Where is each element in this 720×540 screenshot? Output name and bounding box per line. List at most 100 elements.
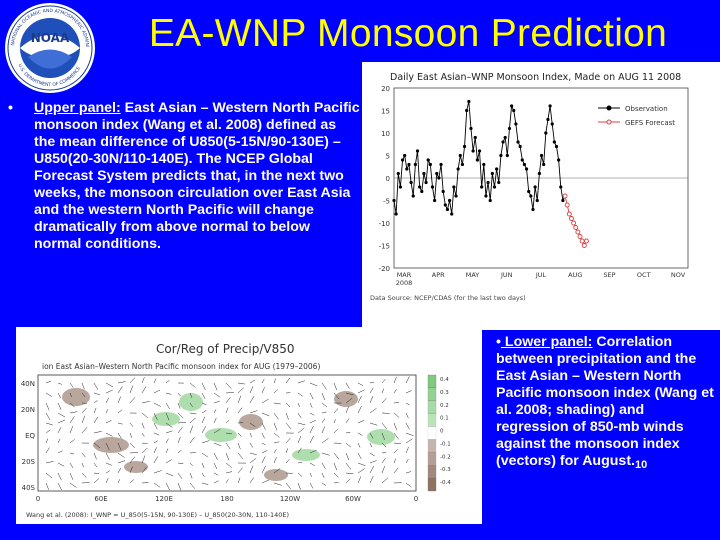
wind-vector [345, 431, 351, 434]
wind-vector [381, 388, 384, 394]
wind-vector [117, 381, 126, 384]
wind-vector [261, 378, 265, 384]
observation-point [490, 171, 494, 176]
wind-vector [141, 377, 145, 384]
wind-vector [309, 435, 314, 444]
x-tick-label: NOV [671, 271, 686, 279]
wind-vector [249, 422, 256, 427]
legend-label: GEFS Forecast [625, 119, 675, 127]
wind-vector [345, 472, 354, 475]
wind-vector [405, 390, 412, 394]
wind-vector [117, 452, 125, 458]
wind-vector [225, 462, 232, 468]
wind-vector [393, 449, 398, 454]
wind-vector [129, 377, 136, 384]
observation-point [441, 189, 445, 194]
wind-vector [249, 442, 254, 448]
wind-vector [81, 382, 85, 390]
wind-vector [105, 452, 110, 460]
wind-vector [297, 461, 303, 464]
lower-panel-body: Correlation between precipitation and th… [496, 334, 714, 469]
wind-vector [141, 422, 145, 429]
wind-vector [45, 472, 53, 479]
wind-vector [393, 432, 399, 440]
wind-vector [369, 432, 374, 439]
wind-vector [345, 418, 350, 424]
wind-vector [357, 432, 363, 436]
map-lon-label: 0 [414, 495, 418, 503]
map-lat-label: 40S [22, 484, 36, 492]
colorbar-label: -0.1 [440, 441, 451, 447]
upper-panel-body: East Asian – Western North Pacific monso… [34, 100, 360, 252]
observation-point [422, 171, 426, 176]
colorbar-cell [427, 465, 437, 479]
positive-shading [367, 429, 395, 445]
observation-point [542, 162, 546, 167]
negative-shading [124, 461, 148, 473]
wind-vector [189, 437, 195, 444]
x-tick-label: JUN [500, 271, 513, 279]
wind-vector [249, 410, 258, 414]
observation-point [426, 158, 430, 162]
wind-vector [249, 477, 255, 484]
wind-vector [165, 482, 170, 491]
forecast-point [579, 238, 585, 244]
wind-vector [129, 422, 134, 427]
wind-vector [321, 418, 326, 424]
wind-vector [201, 402, 207, 406]
wind-vector [321, 452, 330, 456]
wind-vector [213, 452, 218, 460]
wind-vector [129, 452, 138, 454]
y-tick-label: -5 [383, 198, 390, 206]
wind-vector [81, 392, 86, 398]
wind-vector [117, 422, 123, 425]
observation-point [486, 180, 490, 185]
wind-vector [273, 457, 277, 464]
wind-vector [69, 411, 78, 414]
wind-vector [225, 407, 229, 414]
wind-vector [201, 452, 208, 458]
wind-vector [273, 412, 279, 420]
wind-vector [237, 452, 244, 460]
wind-vector [177, 426, 183, 434]
wind-vector [261, 412, 270, 417]
wind-vector [153, 412, 158, 421]
wind-vector [213, 417, 217, 424]
wind-vector [141, 442, 148, 445]
wind-vector [165, 459, 172, 464]
observation-point [518, 144, 522, 149]
wind-vector [285, 422, 292, 430]
observation-point [552, 140, 556, 144]
wind-vector [93, 478, 100, 484]
observation-point [465, 108, 469, 113]
wind-vector [237, 467, 243, 474]
wind-vector [129, 442, 135, 449]
wind-vector [69, 392, 72, 398]
wind-vector [153, 378, 157, 384]
slide-title: EA-WNP Monsoon Prediction [148, 12, 668, 55]
wind-vector [237, 432, 242, 437]
wind-vector [381, 422, 388, 430]
observation-point [516, 140, 520, 144]
wind-vector [297, 380, 305, 384]
observation-point [475, 158, 479, 162]
wind-vector [285, 377, 290, 384]
wind-vector [177, 402, 181, 409]
wind-vector [321, 382, 327, 390]
wind-vector [45, 402, 50, 411]
observation-point [428, 162, 432, 167]
wind-vector [177, 412, 184, 419]
wind-vector [81, 482, 90, 484]
wind-vector [141, 400, 150, 404]
wind-vector [273, 378, 277, 384]
wind-vector [213, 409, 217, 414]
wind-vector [201, 426, 207, 434]
observation-point [437, 176, 441, 180]
wind-vector [129, 456, 135, 464]
wind-vector [357, 452, 362, 460]
wind-vector [93, 400, 98, 404]
wind-vector [405, 422, 410, 430]
observation-point [460, 162, 465, 167]
wind-vector [153, 456, 158, 464]
observation-point [467, 99, 471, 104]
